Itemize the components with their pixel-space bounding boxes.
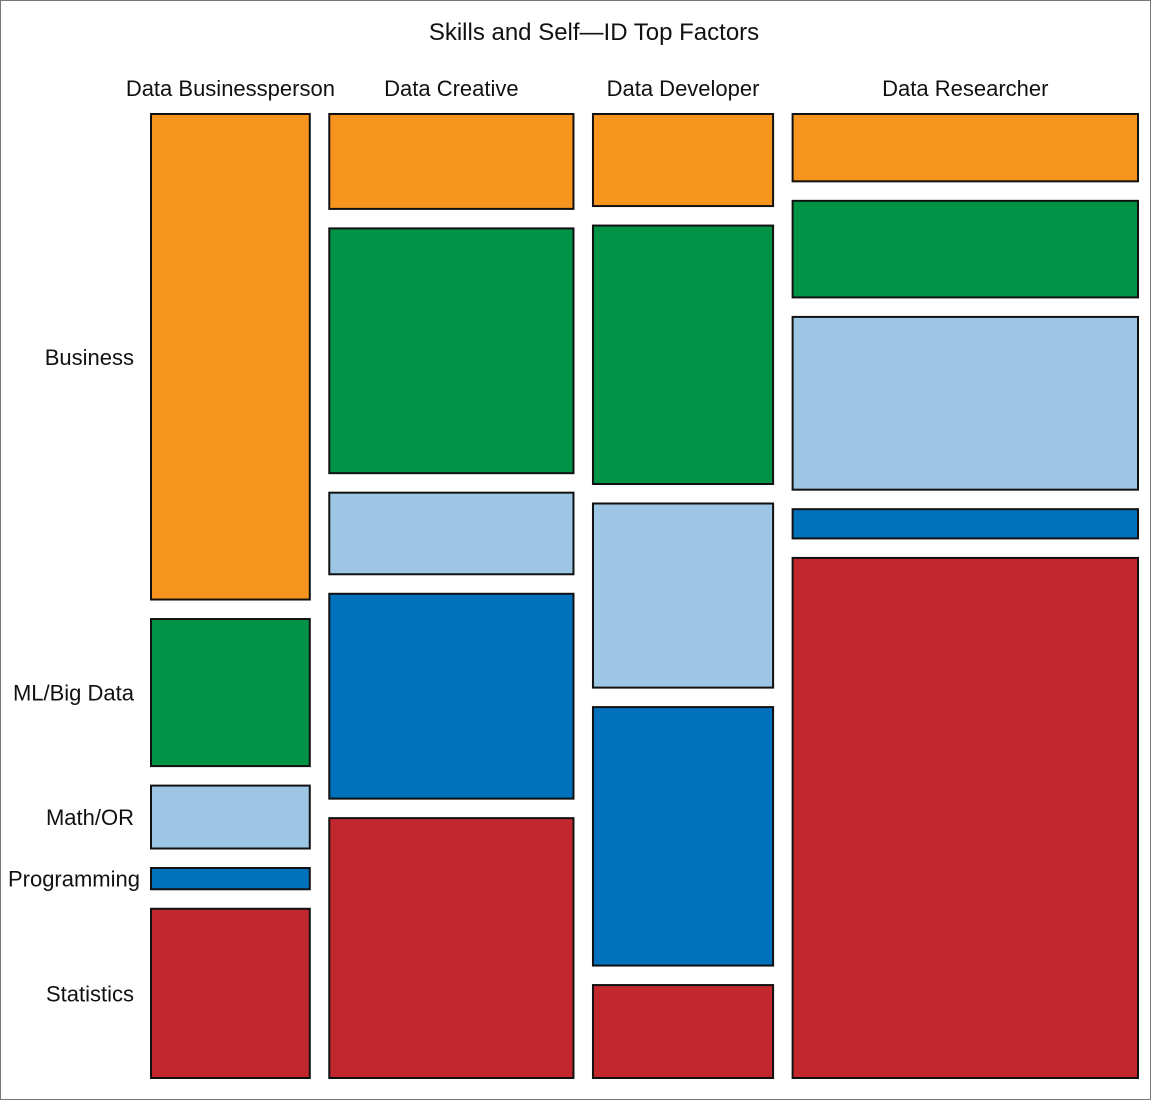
row-label: Math/OR <box>46 805 134 830</box>
mosaic-tile <box>150 113 311 601</box>
row-label: Programming <box>8 867 140 892</box>
column-label: Data Developer <box>607 76 760 101</box>
mosaic-tile <box>791 113 1140 183</box>
row-label: Business <box>45 345 134 370</box>
chart-title: Skills and Self—ID Top Factors <box>429 19 759 46</box>
mosaic-tile <box>328 491 575 576</box>
mosaic-tile <box>328 113 575 210</box>
mosaic-tile <box>150 907 311 1079</box>
mosaic-tile <box>791 315 1140 491</box>
column-label: Data Researcher <box>882 76 1048 101</box>
column-label: Data Creative <box>384 76 519 101</box>
mosaic-tile <box>150 867 311 891</box>
mosaic-tile <box>328 592 575 800</box>
mosaic-tile <box>150 618 311 768</box>
mosaic-tile <box>150 784 311 850</box>
mosaic-tile <box>591 224 775 486</box>
mosaic-tile <box>591 706 775 967</box>
mosaic-tile <box>591 984 775 1079</box>
mosaic-tile <box>328 227 575 475</box>
mosaic-tile <box>791 199 1140 299</box>
column-label: Data Businessperson <box>126 76 335 101</box>
mosaic-tile <box>591 113 775 208</box>
mosaic-tile <box>328 817 575 1079</box>
row-label: Statistics <box>46 981 134 1006</box>
mosaic-tile <box>591 502 775 689</box>
mosaic-tile <box>791 556 1140 1079</box>
row-label: ML/Big Data <box>13 681 135 706</box>
mosaic-tile <box>791 508 1140 540</box>
